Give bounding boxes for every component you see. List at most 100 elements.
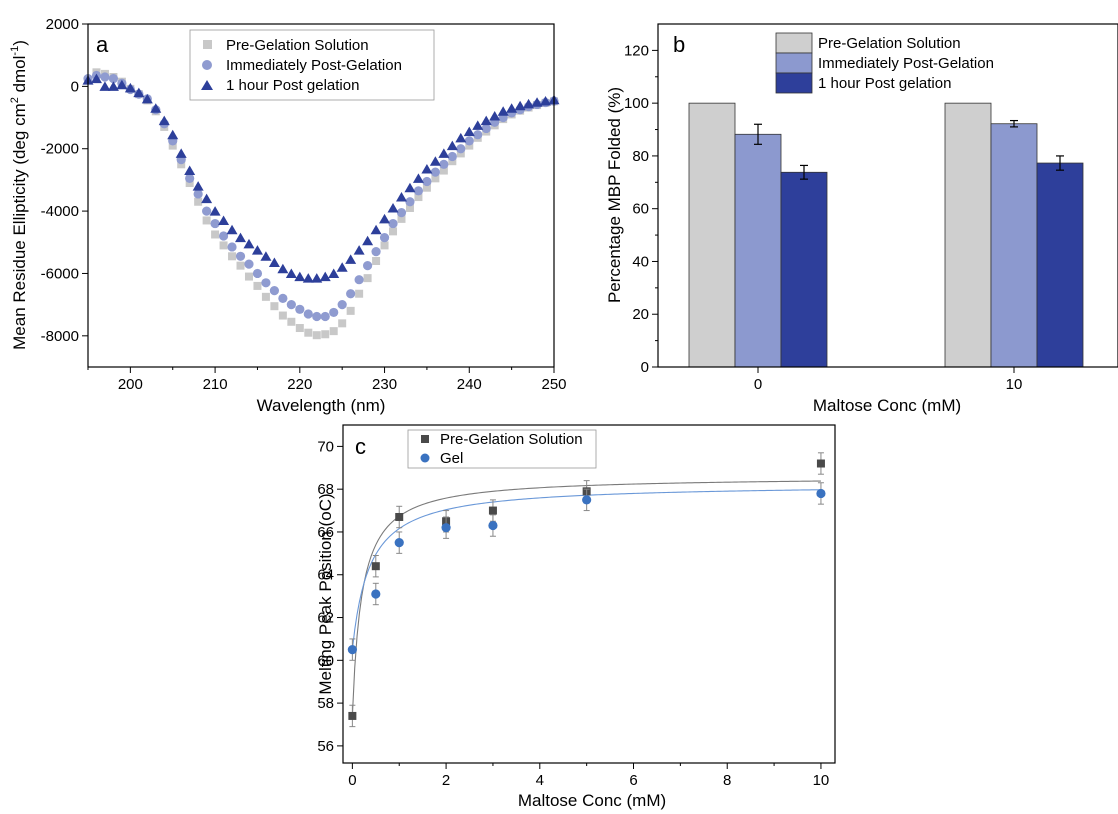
panel-a-y-ticks: -8000 -6000 -4000 -2000 0 2000 xyxy=(41,16,88,345)
panel-c-point-s1 xyxy=(347,645,357,655)
panel-a-point-s1 xyxy=(371,247,381,257)
fit-curve-s1 xyxy=(351,489,821,650)
panel-a-point-s0 xyxy=(321,330,330,339)
panel-a-point-s1 xyxy=(312,311,322,322)
panel-a-point-s0 xyxy=(431,174,440,183)
y-tick-label: 0 xyxy=(71,78,79,95)
panel-b-label: b xyxy=(673,32,685,57)
legend-item-gel: Gel xyxy=(440,450,463,467)
panel-c-frame xyxy=(342,424,836,764)
panel-a-point-s1 xyxy=(108,73,119,84)
y-tick-label: 0 xyxy=(641,359,649,376)
panel-a-point-s2 xyxy=(141,93,153,104)
legend-marker-square xyxy=(421,435,429,443)
x-tick-label: 0 xyxy=(348,772,356,789)
y-tick-label: 64 xyxy=(317,567,334,584)
panel-a-point-s2 xyxy=(311,273,323,283)
legend-marker-square xyxy=(203,40,212,49)
bar-1-cat-1 xyxy=(990,123,1038,368)
panel-a-point-s2 xyxy=(472,120,484,130)
panel-a-point-s2 xyxy=(523,98,535,109)
x-tick-label: 8 xyxy=(723,772,731,789)
panel-a-point-s2 xyxy=(175,148,187,158)
panel-a-point-s1 xyxy=(388,218,398,229)
x-tick-label: 250 xyxy=(541,376,566,393)
panel-a-point-s1 xyxy=(218,231,229,241)
panel-a-point-s2 xyxy=(184,165,196,176)
legend-swatch-pre-gelation xyxy=(775,32,813,54)
y-tick-label: 60 xyxy=(632,201,649,218)
panel-a-point-s2 xyxy=(124,82,136,93)
panel-a-point-s0 xyxy=(405,203,414,212)
panel-c-point-s1 xyxy=(394,538,404,548)
panel-a-point-s1 xyxy=(354,275,364,285)
panel-a-point-s1 xyxy=(235,251,246,261)
x-tick-label: 220 xyxy=(287,376,312,393)
panel-a-point-s1 xyxy=(473,130,483,140)
bar-2-cat-0 xyxy=(780,171,828,368)
panel-a-point-s2 xyxy=(353,245,365,255)
panel-a-point-s2 xyxy=(421,163,433,174)
panel-a-point-s1 xyxy=(422,176,432,187)
panel-a-point-s2 xyxy=(497,106,509,116)
panel-a-point-s0 xyxy=(380,241,389,250)
panel-a-point-s1 xyxy=(261,278,271,288)
panel-a-point-s2 xyxy=(167,129,179,140)
panel-a-point-s0 xyxy=(219,241,228,250)
panel-a-point-s2 xyxy=(243,238,255,249)
panel-c-y-ticks: 56 58 60 62 64 66 68 70 xyxy=(317,438,343,755)
panel-a-y-axis-label: Mean Residue Ellipticity (deg cm2 dmol-1… xyxy=(9,40,29,350)
panel-a-point-s1 xyxy=(185,173,195,183)
panel-a-point-s0 xyxy=(456,149,465,158)
panel-a-x-ticks: 200 210 220 230 240 250 xyxy=(87,367,567,393)
panel-a-point-s2 xyxy=(379,213,391,224)
panel-b-legend: Pre-Gelation Solution Immediately Post-G… xyxy=(775,32,994,94)
panel-a-point-s2 xyxy=(319,271,331,282)
legend-item-pre-gelation: Pre-Gelation Solution xyxy=(226,37,369,54)
panel-a-legend-box xyxy=(189,29,435,101)
panel-a-point-s0 xyxy=(355,289,364,298)
y-tick-label: 2000 xyxy=(46,16,79,33)
x-tick-label: 10 xyxy=(1006,376,1023,393)
panel-a-point-s2 xyxy=(235,232,247,243)
panel-a-point-s2 xyxy=(395,192,407,202)
panel-a-point-s0 xyxy=(389,227,398,236)
panel-a-point-s1 xyxy=(278,293,288,303)
x-tick-label: 4 xyxy=(536,772,544,789)
legend-item-immediately: Immediately Post-Gelation xyxy=(226,57,402,74)
panel-a-point-s2 xyxy=(370,224,382,235)
legend-item-one-hour: 1 hour Post gelation xyxy=(226,77,359,94)
panel-a-point-s2 xyxy=(345,254,357,264)
panel-a-point-s2 xyxy=(116,79,128,90)
panel-a-point-s2 xyxy=(260,251,272,261)
panel-a-point-s1 xyxy=(193,189,203,199)
panel-a-point-s1 xyxy=(439,159,449,169)
panel-b-y-ticks: 0 20 40 60 80 100 120 xyxy=(624,42,658,376)
bar-1-cat-0 xyxy=(734,133,782,368)
panel-a-point-s2 xyxy=(150,103,162,113)
panel-a-point-s0 xyxy=(312,331,321,340)
panel-a-point-s0 xyxy=(177,160,186,169)
panel-a-point-s0 xyxy=(194,197,203,206)
panel-a-point-s0 xyxy=(304,328,313,337)
panel-a-point-s2 xyxy=(480,115,492,126)
panel-a-point-s1 xyxy=(210,218,220,229)
legend-marker-circle xyxy=(420,453,430,463)
panel-a-point-s2 xyxy=(489,110,501,121)
y-tick-label: -6000 xyxy=(41,265,79,282)
x-tick-label: 0 xyxy=(754,376,762,393)
y-tick-label: 40 xyxy=(632,253,649,270)
panel-a-point-s0 xyxy=(439,166,448,175)
panel-a-point-s2 xyxy=(99,81,111,91)
legend-swatch-immediately xyxy=(775,52,813,74)
panel-a-point-s2 xyxy=(412,173,424,183)
y-tick-label: 66 xyxy=(317,524,334,541)
panel-c-label: c xyxy=(355,434,366,459)
x-tick-label: 2 xyxy=(442,772,450,789)
x-tick-label: 240 xyxy=(457,376,482,393)
panel-a-point-s0 xyxy=(278,311,287,320)
panel-a-point-s1 xyxy=(413,186,424,196)
panel-a-x-axis-label: Wavelength (nm) xyxy=(257,396,386,415)
